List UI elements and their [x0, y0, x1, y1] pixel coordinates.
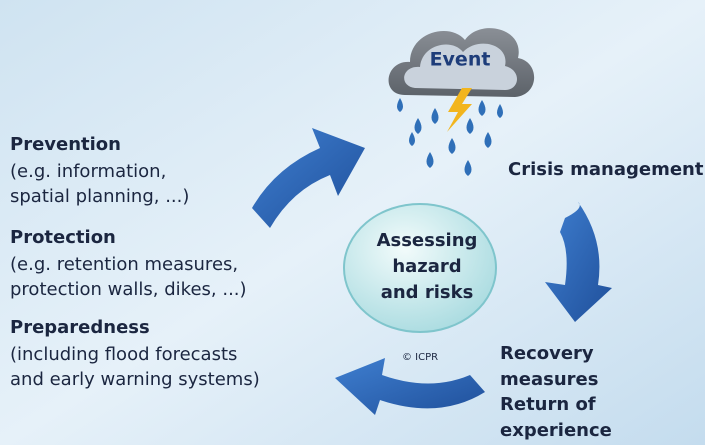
left-line: (e.g. information, — [10, 161, 166, 182]
left-line: spatial planning, ...) — [10, 186, 189, 207]
center-line: Assessing — [377, 230, 478, 251]
left-title: Protection — [10, 227, 116, 248]
left-line: protection walls, dikes, ...) — [10, 279, 247, 300]
recovery-line: measures — [500, 369, 598, 390]
center-line: hazard — [392, 256, 461, 277]
recovery-line: Return of — [500, 394, 596, 415]
left-line: (e.g. retention measures, — [10, 254, 238, 275]
left-line: and early warning systems) — [10, 369, 260, 390]
copyright: © ICPR — [402, 352, 438, 363]
cloud-label: Event — [430, 49, 491, 71]
left-line: (including flood forecasts — [10, 344, 237, 365]
left-title: Prevention — [10, 134, 121, 155]
crisis-title: Crisis management — [508, 159, 704, 180]
diagram: Event Assessing hazard and risks © ICPR … — [0, 0, 705, 445]
recovery-line: experience — [500, 420, 612, 441]
recovery-line: Recovery — [500, 343, 594, 364]
center-line: and risks — [381, 282, 474, 303]
left-title: Preparedness — [10, 317, 150, 338]
